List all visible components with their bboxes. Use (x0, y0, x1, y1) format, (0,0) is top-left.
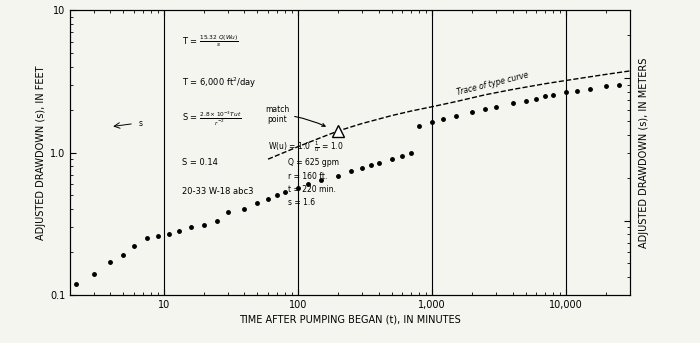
Y-axis label: ADJUSTED DRAWDOWN (s), IN FEET: ADJUSTED DRAWDOWN (s), IN FEET (36, 66, 46, 240)
Text: W(u) = 1.0  $\frac{1}{u}$ = 1.0: W(u) = 1.0 $\frac{1}{u}$ = 1.0 (268, 139, 344, 154)
Text: Trace of type curve: Trace of type curve (456, 71, 529, 97)
Text: S = 0.14: S = 0.14 (182, 158, 218, 167)
Y-axis label: ADJUSTED DRAWDOWN (s), IN METERS: ADJUSTED DRAWDOWN (s), IN METERS (639, 57, 649, 248)
Text: match
point: match point (265, 105, 325, 126)
X-axis label: TIME AFTER PUMPING BEGAN (t), IN MINUTES: TIME AFTER PUMPING BEGAN (t), IN MINUTES (239, 314, 461, 324)
Text: T = $\frac{15.32\ Q(Wu)}{s}$: T = $\frac{15.32\ Q(Wu)}{s}$ (182, 33, 239, 49)
Text: s: s (139, 119, 143, 128)
Text: T = 6,000 ft$^2$/day: T = 6,000 ft$^2$/day (182, 76, 256, 90)
Text: 20-33 W-18 abc3: 20-33 W-18 abc3 (182, 187, 253, 196)
Text: S = $\frac{2.8\times10^{-3}Tut}{r^{-2}}$: S = $\frac{2.8\times10^{-3}Tut}{r^{-2}}$ (182, 110, 241, 128)
Text: Q = 625 gpm
r = 160 ft.
t = 220 min.
s = 1.6: Q = 625 gpm r = 160 ft. t = 220 min. s =… (288, 158, 340, 207)
